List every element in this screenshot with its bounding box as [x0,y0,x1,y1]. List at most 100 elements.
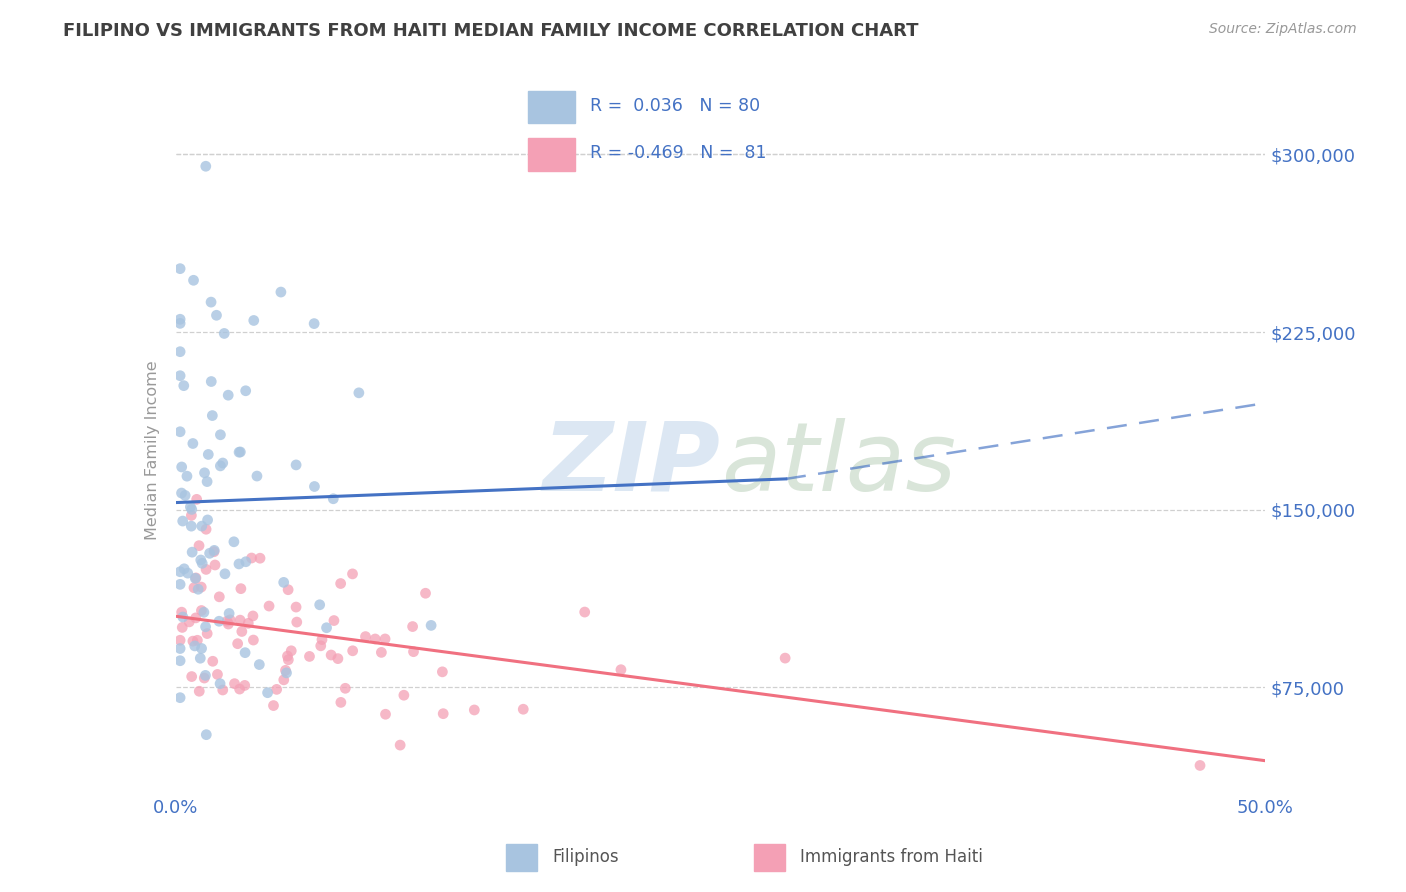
Point [184,639,207,653]
Point [420,618,443,632]
Point [217,617,239,632]
Bar [506,844,537,871]
Point [238,616,260,631]
Point [169,344,191,359]
Point [229,613,252,627]
Point [193,466,215,480]
Point [228,681,250,696]
Point [184,571,207,585]
Point [402,645,425,659]
Point [211,683,233,698]
Point [233,646,256,660]
Point [228,557,250,571]
Point [773,651,796,665]
Point [208,590,231,604]
Point [186,633,208,648]
Point [233,678,256,692]
Point [323,614,346,628]
Point [190,603,212,617]
Text: Filipinos: Filipinos [553,848,619,866]
Point [276,665,298,680]
Bar [527,91,575,123]
Point [401,619,423,633]
Point [302,317,325,331]
Point [183,273,205,287]
Point [217,388,239,402]
Point [172,514,194,528]
Point [191,557,214,571]
Point [179,615,201,629]
Point [342,566,364,581]
Point [354,630,377,644]
Point [197,513,219,527]
Text: FILIPINO VS IMMIGRANTS FROM HAITI MEDIAN FAMILY INCOME CORRELATION CHART: FILIPINO VS IMMIGRANTS FROM HAITI MEDIAN… [63,22,918,40]
Point [173,562,195,576]
Point [194,620,217,634]
Point [219,613,242,627]
Point [194,668,217,682]
Point [415,586,437,600]
Point [329,695,352,709]
Point [322,491,344,506]
Point [169,425,191,439]
Point [195,728,218,742]
Point [193,605,215,619]
Point [276,649,298,664]
Point [610,663,633,677]
Point [172,610,194,624]
Point [190,580,212,594]
Point [169,633,191,648]
Point [432,665,454,679]
Point [257,599,280,613]
Point [214,566,236,581]
Y-axis label: Median Family Income: Median Family Income [145,360,160,541]
Text: Immigrants from Haiti: Immigrants from Haiti [800,848,983,866]
Point [191,519,214,533]
Point [169,654,191,668]
Point [170,605,193,619]
Point [321,648,343,662]
Point [315,621,337,635]
Point [204,558,226,572]
Point [180,519,202,533]
Point [208,614,231,628]
Point [228,445,250,459]
Point [374,632,396,646]
Point [195,522,218,536]
Point [285,615,308,629]
Point [270,285,292,299]
Point [335,681,357,696]
Point [186,492,208,507]
Point [184,571,207,585]
Point [170,460,193,475]
Point [169,690,191,705]
Point [280,644,302,658]
Point [193,671,215,685]
Point [169,317,191,331]
Point [235,384,257,398]
Point [169,368,191,383]
Point [205,308,228,322]
Point [195,475,218,489]
Point [174,488,197,502]
Point [176,469,198,483]
Point [342,644,364,658]
Point [273,575,295,590]
Point [256,686,278,700]
Point [212,326,235,341]
Point [183,581,205,595]
Point [169,261,191,276]
Point [202,543,225,558]
Point [326,651,349,665]
Point [207,667,229,681]
Text: Source: ZipAtlas.com: Source: ZipAtlas.com [1209,22,1357,37]
Bar [527,137,575,170]
Point [231,624,253,639]
Point [184,611,207,625]
Point [169,577,191,591]
Point [202,545,225,559]
Point [209,427,232,442]
Point [177,566,200,581]
Point [201,654,224,668]
Point [224,676,246,690]
